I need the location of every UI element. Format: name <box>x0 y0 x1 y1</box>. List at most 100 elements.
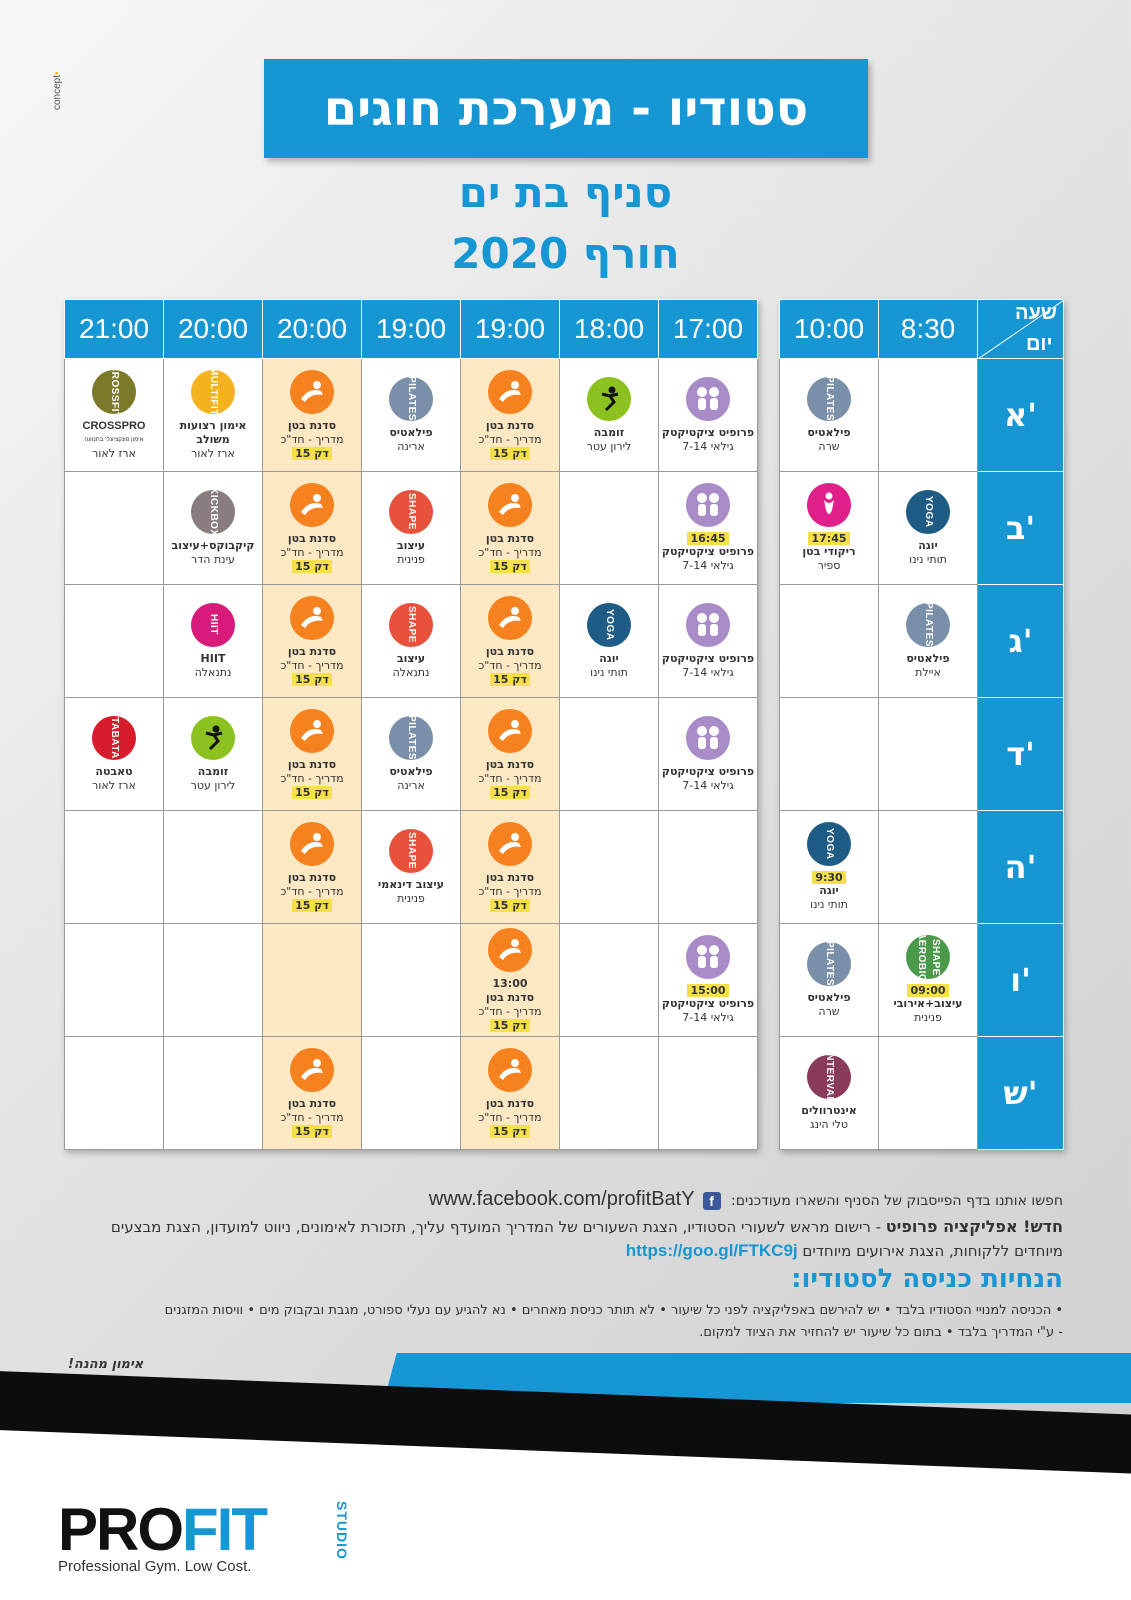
class-entry[interactable]: SHAPE עיצוב פנינית <box>362 489 460 567</box>
schedule-cell: HIIT HIIT נתנאלה <box>163 584 263 698</box>
class-name: ריקודי בטן <box>802 545 856 558</box>
shape-icon: SHAPE <box>389 489 433 534</box>
schedule-cell <box>779 584 879 698</box>
class-time: 15:00 <box>687 984 729 997</box>
class-name: זומבה <box>593 425 625 439</box>
class-entry[interactable]: 15:00 פרופיט ציקטיקטק גילאי 7-14 <box>659 935 757 1025</box>
class-entry[interactable]: 16:45 פרופיט ציקטיקטק גילאי 7-14 <box>659 483 757 573</box>
class-entry[interactable]: 13:00 סדנת בטן מדריך - חד"כ 15 דק <box>461 928 559 1032</box>
instructor-name: גילאי 7-14 <box>682 778 734 792</box>
instructor-name: פנינית <box>397 891 425 905</box>
class-entry[interactable]: סדנת בטן מדריך - חד"כ 15 דק <box>263 483 361 573</box>
class-entry[interactable]: סדנת בטן מדריך - חד"כ 15 דק <box>461 483 559 573</box>
class-entry[interactable]: סדנת בטן מדריך - חד"כ 15 דק <box>461 709 559 799</box>
class-entry[interactable]: KICKBOX קיקבוקס+עיצוב עינת הדר <box>164 487 262 567</box>
rules-text: • הכניסה למנויי הסטודיו בלבד • יש להירשם… <box>63 1300 1063 1344</box>
schedule-cell: PILATES פילאטיס ארינה <box>361 358 461 472</box>
class-time: 17:45 <box>808 532 850 545</box>
class-entry[interactable]: PILATES פילאטיס איילת <box>879 602 977 680</box>
time-header: 10:00 <box>779 299 879 359</box>
class-entry[interactable]: INTERVAL אינטרוולים טלי הינג <box>780 1050 878 1132</box>
class-entry[interactable]: MULTIFIT אימון רצועות משולב ארז לאור <box>164 367 262 461</box>
app-link[interactable]: https://goo.gl/FTKC9j <box>625 1241 798 1260</box>
duration-badge: 15 דק <box>292 673 332 686</box>
schedule-cell: SHAPE עיצוב נתנאלה <box>361 584 461 698</box>
class-entry[interactable]: פרופיט ציקטיקטק גילאי 7-14 <box>659 602 757 680</box>
class-name: פרופיט ציקטיקטק <box>661 651 755 665</box>
class-entry[interactable]: סדנת בטן מדריך - חד"כ 15 דק <box>263 709 361 799</box>
class-entry[interactable]: סדנת בטן מדריך - חד"כ 15 דק <box>263 370 361 460</box>
class-name: אינטרוולים <box>801 1103 857 1117</box>
class-entry[interactable]: PILATES פילאטיס שרה <box>780 376 878 454</box>
class-entry[interactable]: YOGA יוגה תותי נינו <box>560 602 658 680</box>
schedule-row: ד' <box>779 697 1064 811</box>
concept-brand: concept• <box>52 71 63 110</box>
class-entry[interactable]: סדנת בטן מדריך - חד"כ 15 דק <box>263 1048 361 1138</box>
class-entry[interactable]: פרופיט ציקטיקטק גילאי 7-14 <box>659 715 757 793</box>
schedule-row: סדנת בטן מדריך - חד"כ 15 דק סדנת בטן מדריך -… <box>64 1036 758 1150</box>
class-entry[interactable]: סדנת בטן מדריך - חד"כ 15 דק <box>461 1048 559 1138</box>
class-entry[interactable]: HIIT HIIT נתנאלה <box>164 602 262 680</box>
icon-label: SHAPE AEROBIC <box>916 932 941 982</box>
pilates-icon: PILATES <box>389 715 433 760</box>
class-entry[interactable]: סדנת בטן מדריך - חד"כ 15 דק <box>461 822 559 912</box>
schedule-cell: PILATES פילאטיס ארינה <box>361 697 461 811</box>
class-entry[interactable]: סדנת בטן מדריך - חד"כ 15 דק <box>461 370 559 460</box>
pilates-icon: PILATES <box>389 376 433 421</box>
class-entry[interactable]: SHAPE עיצוב דינאמי פנינית <box>362 828 460 906</box>
shape-icon: SHAPE <box>389 828 433 873</box>
schedule-cell <box>878 1036 978 1150</box>
facebook-link[interactable]: www.facebook.com/profitBatY <box>428 1188 695 1210</box>
class-name: פילאטיס <box>906 651 950 665</box>
day-label: ו' <box>977 923 1064 1037</box>
icon-label: SHAPE <box>406 493 417 530</box>
icon-label: TABATA <box>109 716 120 759</box>
instructor-name: שרה <box>818 439 840 453</box>
instructor-name: מדריך - חד"כ <box>280 885 344 898</box>
class-entry[interactable]: זומבה לירון עטר <box>164 715 262 793</box>
class-entry[interactable]: SHAPE עיצוב נתנאלה <box>362 602 460 680</box>
class-entry[interactable]: סדנת בטן מדריך - חד"כ 15 דק <box>263 822 361 912</box>
class-name: יוגה <box>599 651 619 665</box>
class-entry[interactable]: 17:45 ריקודי בטן ספיר <box>780 483 878 573</box>
instructor-name: עינת הדר <box>191 552 235 566</box>
abs-workout-icon <box>290 370 334 414</box>
class-name: סדנת בטן <box>485 991 535 1004</box>
instructor-name: מדריך - חד"כ <box>280 772 344 785</box>
class-entry[interactable]: TABATA טאבטה ארז לאור <box>65 715 163 793</box>
instructor-name: לירון עטר <box>190 778 236 792</box>
icon-label: PILATES <box>923 602 934 647</box>
day-label: ד' <box>977 697 1064 811</box>
day-label: ב' <box>977 471 1064 585</box>
class-entry[interactable]: זומבה לירון עטר <box>560 376 658 454</box>
class-name: סדנת בטן <box>485 1097 535 1110</box>
class-entry[interactable]: PILATES פילאטיס ארינה <box>362 376 460 454</box>
class-name: פרופיט ציקטיקטק <box>661 764 755 778</box>
class-entry[interactable]: PILATES פילאטיס ארינה <box>362 715 460 793</box>
schedule-cell: סדנת בטן מדריך - חד"כ 15 דק <box>460 810 560 924</box>
class-entry[interactable]: YOGA 9:30 יוגה תותי נינו <box>780 822 878 912</box>
day-label: א' <box>977 358 1064 472</box>
class-entry[interactable]: סדנת בטן מדריך - חד"כ 15 דק <box>263 596 361 686</box>
class-entry[interactable]: סדנת בטן מדריך - חד"כ 15 דק <box>461 596 559 686</box>
schedule-cell: TABATA טאבטה ארז לאור <box>64 697 164 811</box>
schedule-cell <box>64 810 164 924</box>
enjoy-note: אימון מהנה! <box>68 1357 144 1372</box>
class-entry[interactable]: YOGA יוגה תותי נינו <box>879 489 977 567</box>
rules-title: הנחיות כניסה לסטודיו: <box>791 1264 1063 1294</box>
schedule-cell <box>559 1036 659 1150</box>
instructor-name: מדריך - חד"כ <box>478 546 542 559</box>
class-entry[interactable]: CROSSFIT CROSSPRO אימון פונקציונלי בתנועה א… <box>65 364 163 461</box>
schedule-cell <box>559 697 659 811</box>
class-name: פילאטיס <box>389 764 433 778</box>
icon-label: HIIT <box>208 614 219 635</box>
class-name: סדנת בטן <box>287 758 337 771</box>
schedule-cell: KICKBOX קיקבוקס+עיצוב עינת הדר <box>163 471 263 585</box>
instructor-name: ארינה <box>397 778 425 792</box>
class-entry[interactable]: SHAPE AEROBIC 09:00 עיצוב+אירובי פנינית <box>879 932 977 1025</box>
duration-badge: 15 דק <box>292 899 332 912</box>
schedule-cell: YOGA יוגה תותי נינו <box>878 471 978 585</box>
class-entry[interactable]: PILATES פילאטיס שרה <box>780 941 878 1019</box>
class-entry[interactable]: פרופיט ציקטיקטק גילאי 7-14 <box>659 376 757 454</box>
instructor-name: מדריך - חד"כ <box>280 659 344 672</box>
